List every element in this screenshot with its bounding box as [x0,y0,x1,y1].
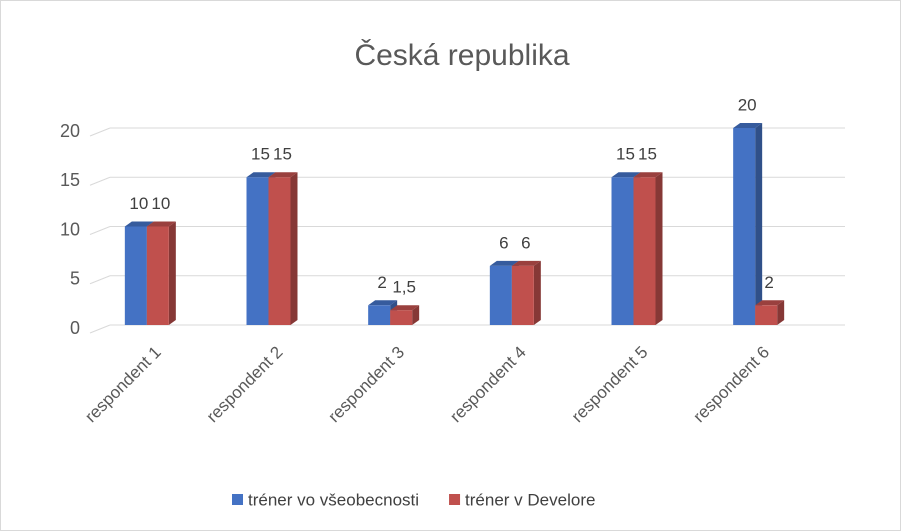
data-label: 10 [151,194,170,213]
grid-line-side [89,176,111,186]
y-tick-label: 0 [70,318,80,338]
bar-front [368,305,391,325]
bar-top [489,260,519,266]
bar-front [511,265,534,325]
grid-line-side [89,275,111,285]
y-tick-label: 5 [70,269,80,289]
y-tick-label: 20 [60,121,80,141]
bar-side [412,305,420,325]
bar-top [633,172,663,178]
bar-top [368,300,398,306]
bar-front [755,305,778,325]
bar-top [733,123,763,128]
chart-title: Česká republika [354,38,569,72]
bar-top [755,300,785,306]
data-label: 10 [129,194,148,213]
grid-line-side [89,226,111,235]
data-label: 15 [273,145,292,164]
legend-swatch [232,494,243,505]
bar-side [655,172,663,325]
bar [146,221,176,325]
bar-side [533,260,541,325]
bar-front [733,128,756,325]
y-tick-label: 15 [60,170,80,190]
grid-line [89,127,845,137]
data-label: 15 [251,145,270,164]
bar-top [268,172,298,178]
bar-front [268,177,291,325]
data-label: 6 [521,233,530,252]
bar-top [390,305,420,311]
grid-line-side [89,324,111,334]
data-label: 15 [616,145,635,164]
data-label: 1,5 [392,278,416,297]
bar-front [124,226,147,325]
bar-top [246,172,276,178]
bar-front [246,177,269,325]
y-tick-label: 10 [60,219,80,239]
grid-line [89,176,845,186]
bar-front [390,310,413,325]
bar [390,305,420,325]
grid-line [89,226,845,235]
bar-front [146,226,169,325]
data-label: 2 [377,273,386,292]
bar-top [124,221,154,227]
bar-front [611,177,634,325]
bar-top [146,221,176,227]
legend-label: tréner v Develore [465,490,595,509]
bar [511,260,541,325]
bar-front [633,177,656,325]
bar-side [168,221,176,325]
bar-side [755,123,763,325]
grid-line-side [89,127,111,137]
bar [733,123,763,325]
grid-line [89,324,845,334]
grid-line [89,275,845,285]
bar-top [511,260,541,266]
data-label: 20 [738,95,757,114]
legend-swatch [449,494,461,505]
bar-side [777,300,785,325]
bar-front [489,265,512,325]
bar-top [611,172,641,178]
data-label: 2 [764,273,773,292]
bar-side [290,172,298,325]
data-label: 15 [638,145,657,164]
bar [633,172,663,325]
bar [755,300,785,325]
legend-label: tréner vo všeobecnosti [248,490,419,509]
bar [268,172,298,325]
data-label: 6 [499,233,508,252]
